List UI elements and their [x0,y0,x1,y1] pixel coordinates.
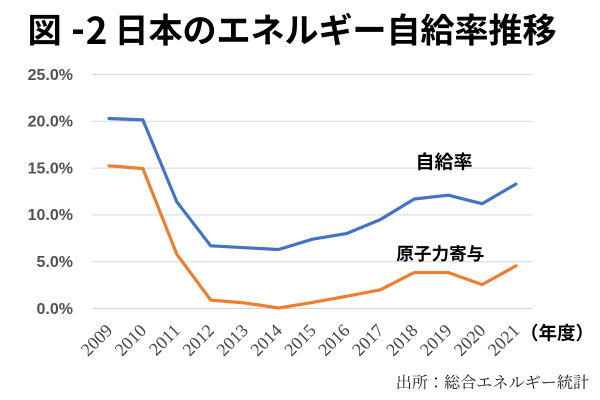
svg-text:5.0%: 5.0% [37,254,73,271]
svg-text:25.0%: 25.0% [28,67,73,84]
svg-text:10.0%: 10.0% [28,207,73,224]
svg-text:15.0%: 15.0% [28,160,73,177]
svg-text:0.0%: 0.0% [37,301,73,318]
svg-text:20.0%: 20.0% [28,114,73,131]
